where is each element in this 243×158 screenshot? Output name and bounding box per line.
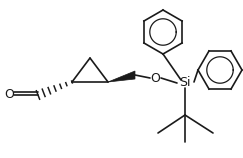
- Text: Si: Si: [179, 76, 191, 89]
- Text: O: O: [4, 88, 14, 101]
- Text: O: O: [150, 72, 160, 85]
- Polygon shape: [108, 71, 135, 82]
